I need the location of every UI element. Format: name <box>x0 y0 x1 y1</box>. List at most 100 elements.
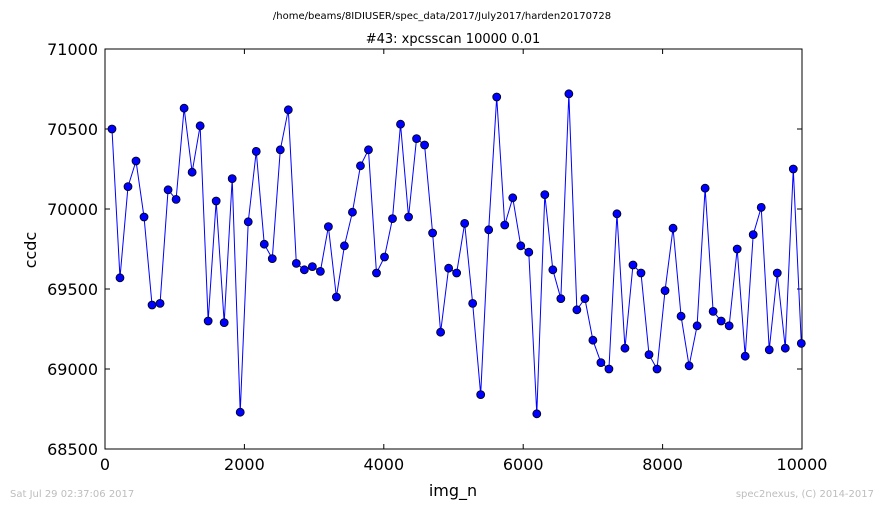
data-point <box>139 212 149 222</box>
data-point <box>428 228 437 238</box>
data-point <box>267 254 277 264</box>
data-point <box>275 145 285 155</box>
data-point <box>259 239 269 249</box>
data-point <box>404 212 413 222</box>
data-point <box>572 305 582 315</box>
data-point <box>692 321 702 331</box>
data-point <box>356 161 365 171</box>
footer-timestamp: Sat Jul 29 02:37:06 2017 <box>10 489 135 500</box>
data-point <box>115 273 125 283</box>
data-point <box>564 89 574 99</box>
footer-credit: spec2nexus, (C) 2014-2017 <box>735 489 874 500</box>
data-point <box>756 202 766 212</box>
data-point <box>596 358 606 368</box>
data-point <box>676 311 686 321</box>
data-point <box>780 343 790 353</box>
data-point <box>179 103 189 113</box>
data-point <box>452 268 462 278</box>
data-point <box>211 196 221 206</box>
y-tick-label: 71000 <box>47 40 98 59</box>
x-axis-label: img_n <box>429 481 477 501</box>
y-axis-label: ccdc <box>21 232 40 269</box>
data-point <box>155 298 165 308</box>
data-point <box>660 286 670 296</box>
data-point <box>251 146 261 156</box>
data-point <box>291 258 301 268</box>
data-point <box>203 316 213 326</box>
data-point <box>219 318 229 328</box>
data-point <box>372 268 381 278</box>
data-point <box>588 335 598 345</box>
data-point <box>307 262 317 272</box>
data-point <box>235 407 245 417</box>
data-point <box>348 207 357 217</box>
data-point <box>604 364 614 374</box>
y-tick-label: 69000 <box>47 360 98 379</box>
data-point <box>796 338 806 348</box>
data-point <box>332 292 341 302</box>
axes-frame <box>104 48 803 450</box>
data-point <box>476 390 486 400</box>
data-point <box>684 361 694 371</box>
data-point <box>171 194 181 204</box>
y-tick-label: 70000 <box>47 200 98 219</box>
y-tick-label: 70500 <box>47 120 98 139</box>
data-point <box>364 145 373 155</box>
data-point <box>708 306 718 316</box>
data-point <box>524 247 534 257</box>
data-point <box>652 364 662 374</box>
data-point <box>299 265 309 275</box>
data-point <box>388 214 397 224</box>
data-point <box>315 266 325 276</box>
data-point <box>516 241 526 251</box>
data-point <box>243 217 253 227</box>
x-tick-label: 0 <box>100 455 110 474</box>
data-point <box>644 350 654 360</box>
data-point <box>724 321 734 331</box>
data-point <box>500 220 510 230</box>
data-point <box>283 105 293 115</box>
data-point <box>556 294 566 304</box>
data-point <box>468 298 478 308</box>
y-tick-label: 68500 <box>47 440 98 459</box>
data-point <box>540 190 550 200</box>
data-point <box>163 185 173 195</box>
data-point <box>628 260 638 270</box>
data-point <box>123 182 133 192</box>
plot-area: 0 2000 4000 6000 8000 10000 68500 69000 69500 700… <box>47 40 827 474</box>
x-tick-label: 10000 <box>777 455 828 474</box>
data-point <box>580 294 590 304</box>
data-point <box>548 265 558 275</box>
data-point <box>484 225 494 235</box>
data-point <box>764 345 774 355</box>
data-point <box>508 193 518 203</box>
data-point <box>612 209 622 219</box>
data-point <box>380 252 389 262</box>
data-point <box>420 140 429 150</box>
data-point <box>716 316 726 326</box>
data-point <box>532 409 542 419</box>
data-point <box>436 327 446 337</box>
data-point <box>748 230 758 240</box>
data-point <box>620 343 630 353</box>
data-point <box>227 174 237 184</box>
series-line <box>111 93 802 414</box>
data-point <box>788 164 798 174</box>
data-point <box>444 263 454 273</box>
x-tick-label: 6000 <box>503 455 544 474</box>
data-point <box>187 167 197 177</box>
x-tick-label: 2000 <box>224 455 265 474</box>
y-tick-label: 69500 <box>47 280 98 299</box>
data-point <box>147 300 157 310</box>
data-point <box>732 244 742 254</box>
data-point <box>131 156 141 166</box>
x-tick-label: 4000 <box>363 455 404 474</box>
data-point <box>636 268 646 278</box>
data-point <box>492 92 502 102</box>
chart-title: #43: xpcsscan 10000 0.01 <box>366 32 541 47</box>
data-point <box>412 134 421 144</box>
x-tick-label: 8000 <box>642 455 683 474</box>
data-point <box>195 121 205 131</box>
data-point <box>323 222 333 232</box>
